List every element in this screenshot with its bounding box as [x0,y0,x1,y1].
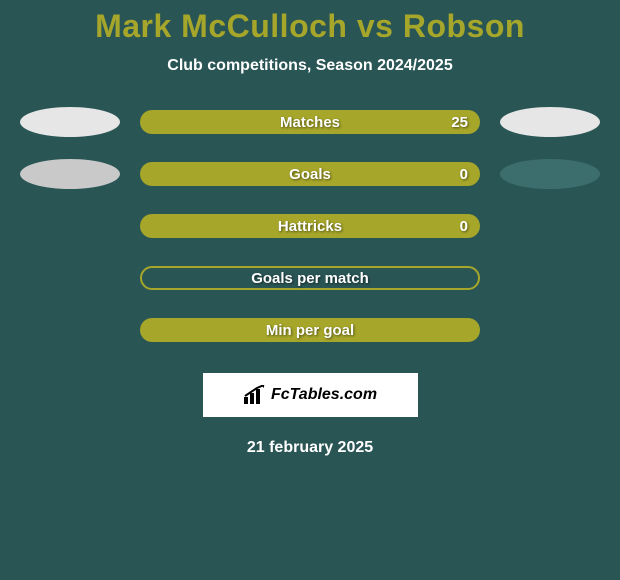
stat-row: Matches 25 [0,107,620,137]
stat-row: Hattricks 0 [0,211,620,241]
stat-label: Matches [280,114,340,131]
blob-spacer [20,211,120,241]
page-title: Mark McCulloch vs Robson [95,8,525,45]
stat-value: 0 [460,166,468,183]
right-player-blob [500,107,600,137]
source-badge: FcTables.com [203,373,418,417]
stat-row: Goals per match [0,263,620,293]
stat-bar: Goals 0 [140,162,480,186]
blob-spacer [500,211,600,241]
stat-row: Goals 0 [0,159,620,189]
stat-label: Goals [289,166,331,183]
stat-label: Hattricks [278,218,342,235]
blob-spacer [500,263,600,293]
date-label: 21 february 2025 [247,439,373,457]
stat-rows: Matches 25 Goals 0 Hattricks 0 Goals per match… [0,107,620,345]
stat-value: 25 [451,114,468,131]
chart-icon [243,385,267,405]
stat-bar: Hattricks 0 [140,214,480,238]
stat-row: Min per goal [0,315,620,345]
left-player-blob [20,107,120,137]
page-subtitle: Club competitions, Season 2024/2025 [167,57,452,75]
left-player-blob [20,159,120,189]
badge-text: FcTables.com [271,386,377,404]
stat-label: Goals per match [251,270,369,287]
stat-value: 0 [460,218,468,235]
right-player-blob [500,159,600,189]
blob-spacer [500,315,600,345]
stat-bar: Min per goal [140,318,480,342]
stat-bar: Goals per match [140,266,480,290]
stat-bar: Matches 25 [140,110,480,134]
comparison-infographic: Mark McCulloch vs Robson Club competitio… [0,0,620,457]
blob-spacer [20,263,120,293]
stat-label: Min per goal [266,322,354,339]
blob-spacer [20,315,120,345]
